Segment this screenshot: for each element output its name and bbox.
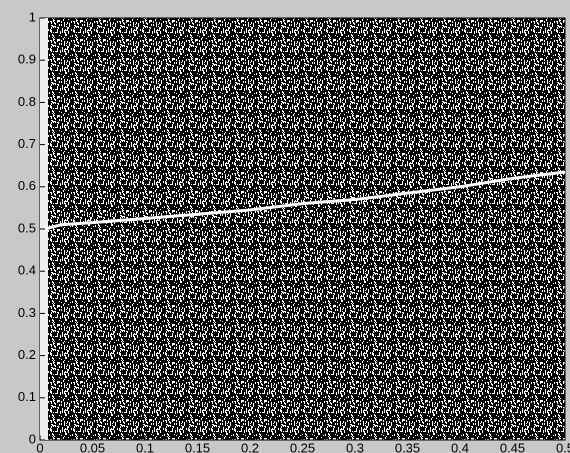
- x-tick-label: 0.45: [500, 440, 525, 453]
- figure: 0 0.1 0.2 0.3 0.4 0.5 0.6 0.7 0.8 0.9 1 0 0.05 0.1 0.1…: [0, 0, 570, 453]
- y-tick-label: 0: [29, 431, 36, 446]
- x-tick-label: 0.4: [451, 440, 469, 453]
- x-tick-label: 0.25: [290, 440, 315, 453]
- plot-area: [40, 18, 565, 440]
- y-tick-label: 1: [29, 9, 36, 24]
- x-tick-label: 0.3: [346, 440, 364, 453]
- y-tick-label: 0.2: [18, 347, 36, 362]
- y-tick-label: 0.7: [18, 136, 36, 151]
- x-tick-label: 0.2: [241, 440, 259, 453]
- y-tick-label: 0.1: [18, 389, 36, 404]
- x-tick-label: 0.05: [80, 440, 105, 453]
- y-tick-label: 0.6: [18, 178, 36, 193]
- x-tick-label: 0.5: [556, 440, 570, 453]
- x-tick-label: 0: [36, 440, 43, 453]
- x-tick-label: 0.15: [185, 440, 210, 453]
- x-tick-label: 0.1: [136, 440, 154, 453]
- y-tick-label: 0.3: [18, 305, 36, 320]
- y-tick-label: 0.8: [18, 94, 36, 109]
- y-tick-label: 0.4: [18, 263, 36, 278]
- y-tick-label: 0.5: [18, 220, 36, 235]
- y-tick-label: 0.9: [18, 52, 36, 67]
- x-tick-label: 0.35: [395, 440, 420, 453]
